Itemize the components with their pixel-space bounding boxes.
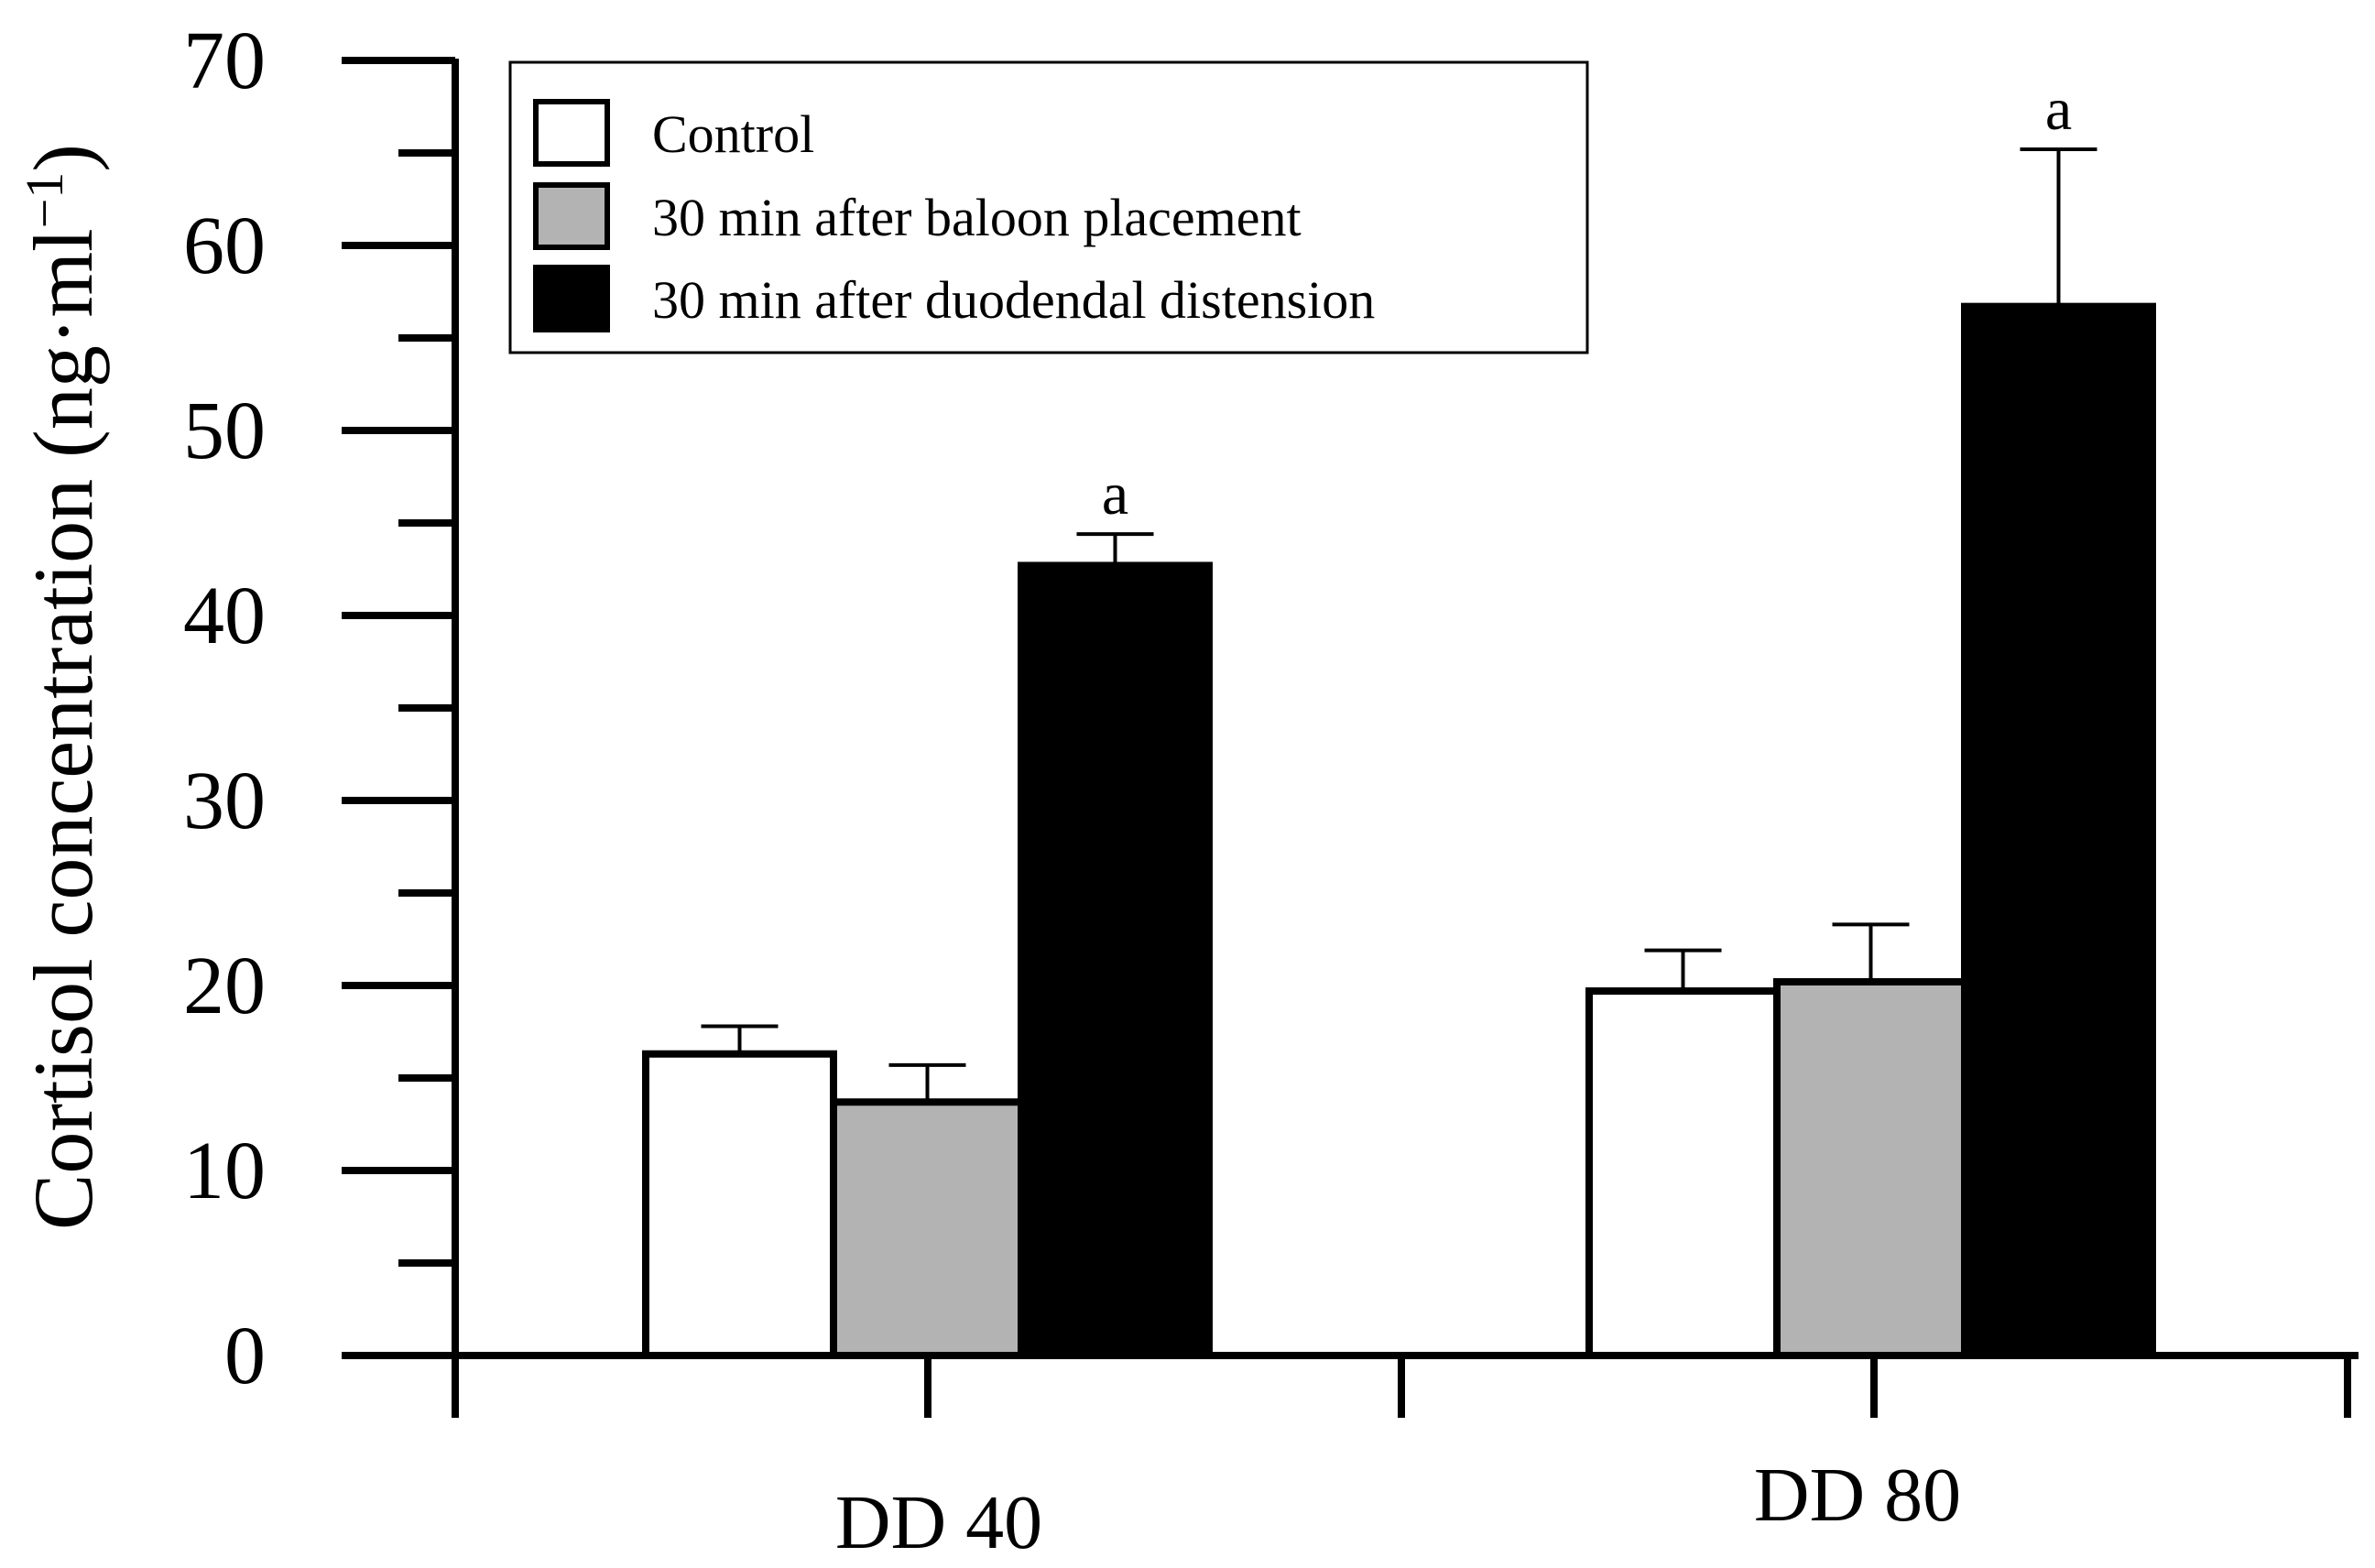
legend-box [508, 60, 1589, 354]
bars [642, 302, 2156, 1360]
category-label: DD 40 [835, 1480, 1042, 1565]
significance-labels: aa [1102, 76, 2072, 528]
y-axis-tick-labels: 0 10 20 30 40 50 60 70 [183, 16, 266, 1401]
y-tick-label: 0 [224, 1311, 266, 1401]
bar [1773, 977, 1968, 1359]
bar [830, 1098, 1025, 1359]
legend-swatch [533, 265, 610, 332]
error-bars [701, 147, 2097, 1103]
x-axis-tick-labels: DD 40 DD 80 [835, 1453, 1961, 1565]
axes [342, 59, 2359, 1359]
legend-label: Control [652, 104, 814, 164]
legend: Control 30 min after baloon placement 30 m… [508, 60, 1589, 354]
category-label: DD 80 [1754, 1453, 1961, 1538]
y-tick-label: 40 [183, 571, 266, 661]
legend-swatch [533, 99, 610, 167]
significance-label: a [1102, 461, 1128, 528]
legend-label: 30 min after duodendal distension [652, 270, 1375, 330]
y-tick-label: 70 [183, 16, 266, 106]
significance-label: a [2045, 76, 2072, 143]
legend-swatch [533, 182, 610, 250]
x-axis-ticks [452, 1356, 2351, 1418]
y-tick-label: 60 [183, 201, 266, 291]
bar [1961, 302, 2156, 1359]
y-tick-label: 50 [183, 386, 266, 476]
bar [1018, 561, 1213, 1359]
y-tick-label: 10 [183, 1126, 266, 1216]
bar [642, 1050, 837, 1359]
y-axis-ticks [342, 57, 455, 1359]
y-axis-title: Cortisol concentration (ng·ml−1) [15, 144, 110, 1230]
legend-label: 30 min after baloon placement [652, 188, 1302, 247]
y-tick-label: 30 [183, 756, 266, 846]
bar [1585, 987, 1781, 1360]
y-tick-label: 20 [183, 941, 266, 1031]
